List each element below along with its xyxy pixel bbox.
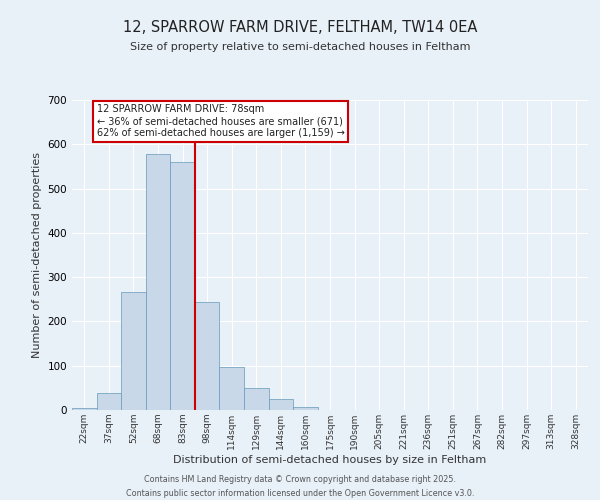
Bar [293,407,318,410]
Bar [121,292,146,410]
Bar [72,408,97,410]
Text: 12 SPARROW FARM DRIVE: 78sqm
← 36% of semi-detached houses are smaller (671)
62%: 12 SPARROW FARM DRIVE: 78sqm ← 36% of se… [97,104,344,138]
Bar [170,162,195,410]
Bar [195,302,220,410]
Bar [244,388,269,410]
Bar [220,366,244,410]
X-axis label: Distribution of semi-detached houses by size in Feltham: Distribution of semi-detached houses by … [173,454,487,464]
Y-axis label: Number of semi-detached properties: Number of semi-detached properties [32,152,42,358]
Bar [146,154,170,410]
Text: Contains HM Land Registry data © Crown copyright and database right 2025.
Contai: Contains HM Land Registry data © Crown c… [126,476,474,498]
Bar [97,392,121,410]
Text: 12, SPARROW FARM DRIVE, FELTHAM, TW14 0EA: 12, SPARROW FARM DRIVE, FELTHAM, TW14 0E… [123,20,477,35]
Text: Size of property relative to semi-detached houses in Feltham: Size of property relative to semi-detach… [130,42,470,52]
Bar [269,399,293,410]
